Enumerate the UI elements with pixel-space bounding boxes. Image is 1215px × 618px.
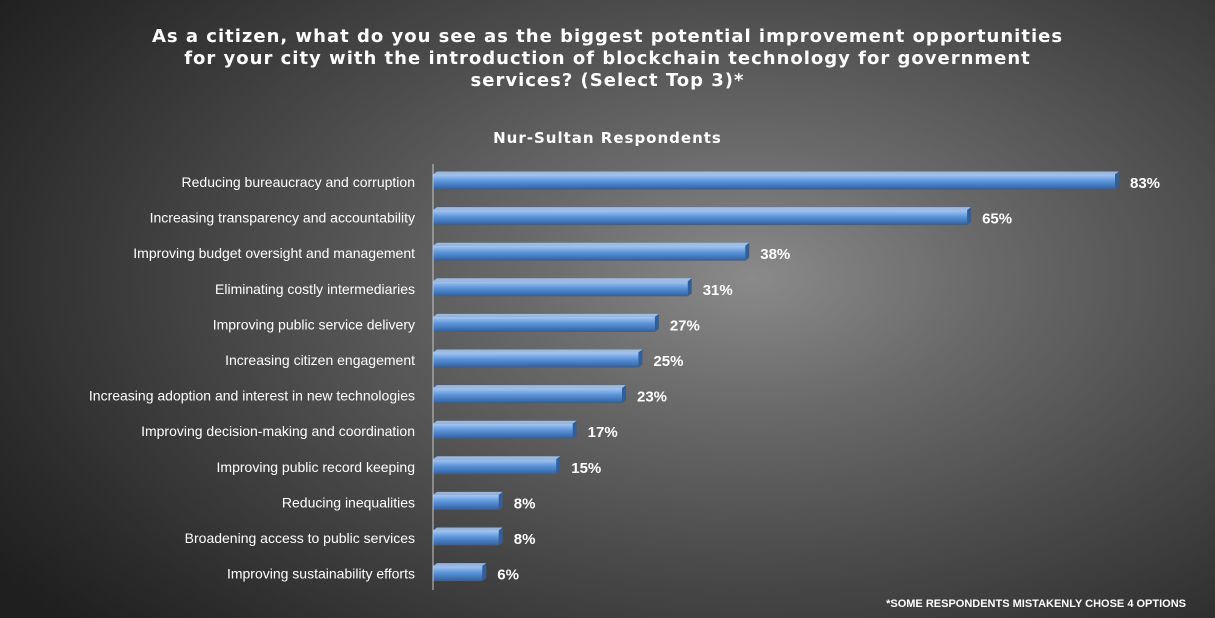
bar-group: Improving budget oversight and managemen…	[133, 242, 790, 263]
bar-group: Increasing transparency and accountabili…	[150, 207, 1012, 228]
data-label: 38%	[760, 246, 790, 263]
category-label: Broadening access to public services	[185, 530, 415, 546]
category-label: Increasing citizen engagement	[225, 352, 415, 368]
category-label: Eliminating costly intermediaries	[215, 281, 415, 297]
bar-top-face	[433, 563, 487, 567]
data-label: 15%	[571, 460, 601, 477]
data-label: 8%	[514, 495, 536, 512]
bar-group: Improving public service delivery 27%	[213, 313, 700, 334]
data-label: 8%	[514, 531, 536, 548]
bar-group: Improving public record keeping 15%	[217, 456, 601, 477]
bar-top-face	[433, 527, 503, 531]
category-label: Increasing adoption and interest in new …	[89, 388, 415, 404]
category-label: Improving budget oversight and managemen…	[133, 245, 415, 261]
bar-top-face	[433, 278, 692, 282]
data-label: 17%	[588, 424, 618, 441]
bar-side-face	[572, 420, 577, 439]
bar-top-face	[433, 313, 659, 317]
bar-top-face	[433, 385, 626, 389]
bar-top-face	[433, 207, 972, 211]
bar-group: Reducing inequalities 8%	[282, 491, 536, 512]
bar-side-face	[498, 491, 503, 510]
bar-top-face	[433, 349, 643, 353]
bar	[433, 530, 499, 546]
bar-side-face	[654, 313, 659, 332]
bar-top-face	[433, 242, 750, 246]
bar-group: Improving sustainability efforts 6%	[227, 563, 519, 584]
bar-group: Eliminating costly intermediaries 31%	[215, 278, 733, 299]
bar-top-face	[433, 420, 577, 424]
category-label: Reducing bureaucracy and corruption	[182, 174, 415, 190]
category-label: Improving public record keeping	[217, 459, 415, 475]
chart-title-line-1: As a citizen, what do you see as the big…	[151, 26, 1064, 47]
data-label: 25%	[653, 353, 683, 370]
bar-top-face	[433, 171, 1119, 175]
bar-side-face	[745, 242, 750, 261]
bar	[433, 388, 622, 404]
bar-group: Reducing bureaucracy and corruption 83%	[182, 171, 1160, 192]
bar	[433, 316, 655, 332]
data-label: 31%	[703, 282, 733, 299]
chart-title: As a citizen, what do you see as the big…	[0, 26, 1215, 92]
bar	[433, 174, 1115, 190]
bar-group: Broadening access to public services 8%	[185, 527, 536, 548]
bar-top-face	[433, 491, 503, 495]
bar-side-face	[1115, 171, 1119, 190]
bar-side-face	[638, 349, 643, 368]
category-label: Improving public service delivery	[213, 316, 415, 332]
bar	[433, 566, 483, 582]
data-label: 27%	[670, 317, 700, 334]
bar	[433, 245, 746, 261]
bar-side-face	[556, 456, 561, 475]
bar-side-face	[482, 563, 487, 582]
bar-side-face	[498, 527, 503, 546]
category-label: Increasing transparency and accountabili…	[150, 210, 415, 226]
chart-subtitle: Nur-Sultan Respondents	[493, 129, 722, 147]
data-label: 23%	[637, 389, 667, 406]
category-label: Improving decision-making and coordinati…	[141, 423, 415, 439]
bar	[433, 352, 639, 368]
bar-side-face	[687, 278, 692, 297]
bar	[433, 423, 573, 439]
data-label: 65%	[982, 211, 1012, 228]
bar-group: Increasing citizen engagement 25%	[225, 349, 683, 370]
footnote: *SOME RESPONDENTS MISTAKENLY CHOSE 4 OPT…	[886, 598, 1186, 610]
data-label: 83%	[1130, 175, 1160, 192]
category-label: Reducing inequalities	[282, 494, 415, 510]
category-label: Improving sustainability efforts	[227, 566, 415, 582]
data-label: 6%	[497, 567, 519, 584]
bar	[433, 210, 968, 226]
bar	[433, 459, 557, 475]
bar	[433, 494, 499, 510]
bar-side-face	[967, 207, 972, 226]
bar-group: Improving decision-making and coordinati…	[141, 420, 618, 441]
bar	[433, 281, 688, 297]
chart-title-line-3: services? (Select Top 3)*	[470, 70, 745, 91]
chart-title-line-2: for your city with the introduction of b…	[184, 48, 1031, 69]
bar-side-face	[621, 385, 626, 404]
bar-group: Increasing adoption and interest in new …	[89, 385, 667, 406]
bar-top-face	[433, 456, 561, 460]
